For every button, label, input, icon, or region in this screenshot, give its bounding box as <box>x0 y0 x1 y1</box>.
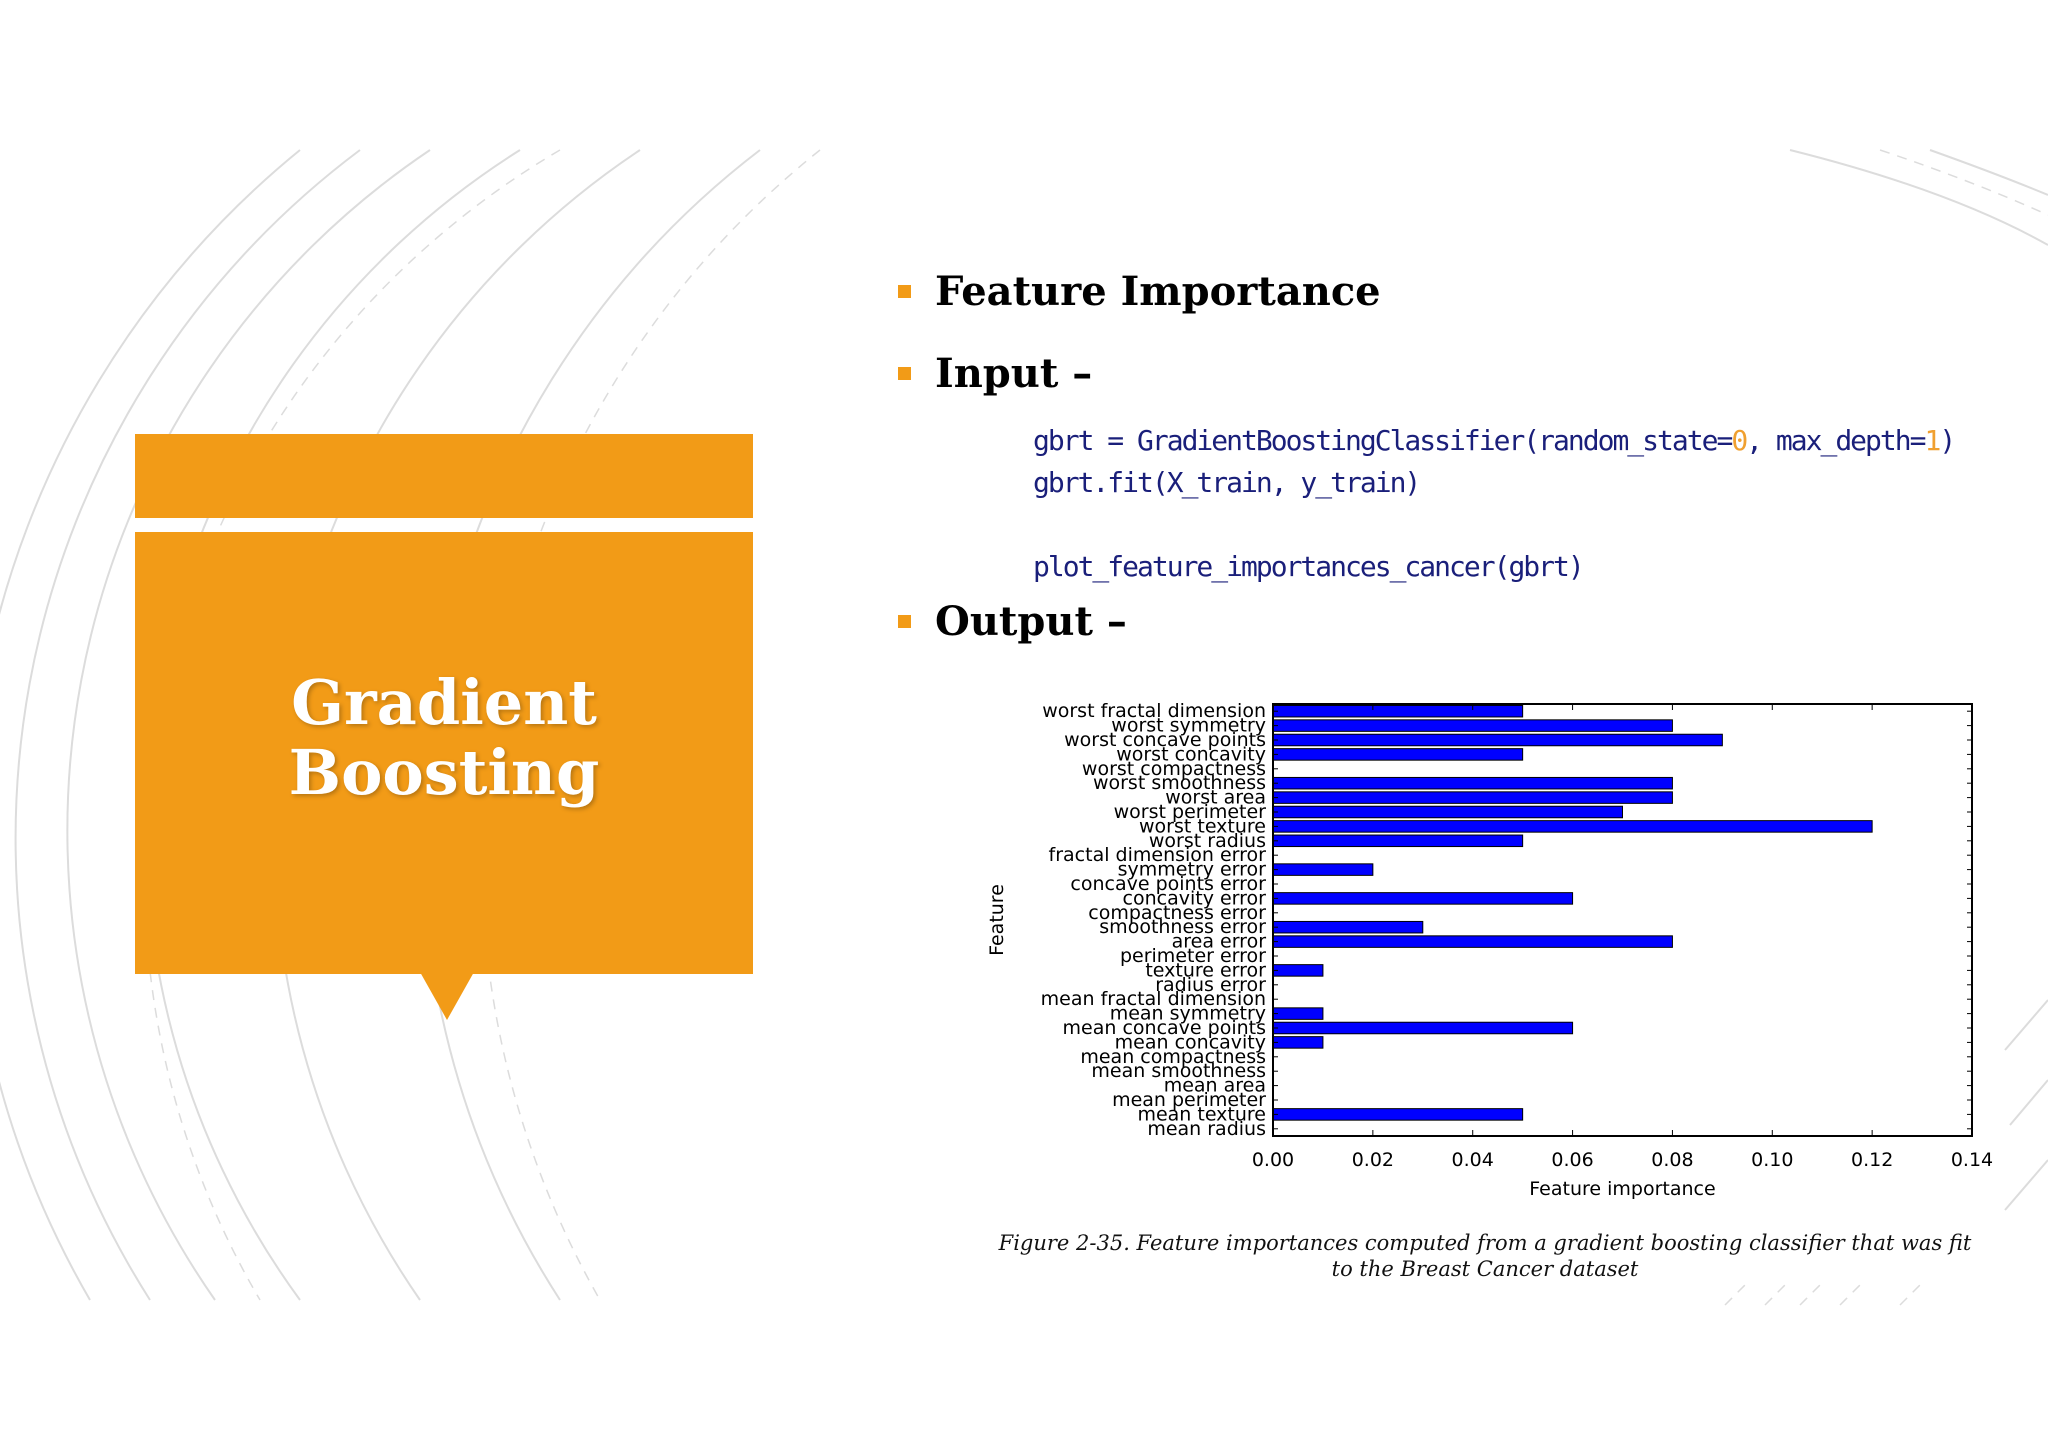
bar-worst-concavity <box>1272 748 1524 761</box>
category-label: concave points error <box>1070 873 1266 895</box>
bullet-feature-importance: Feature Importance <box>898 268 1381 315</box>
category-label: worst texture <box>1139 815 1266 837</box>
bar-smoothness-error <box>1272 920 1424 934</box>
x-tick-label: 0.02 <box>1352 1149 1394 1171</box>
bullet-text: Output – <box>935 598 1127 645</box>
x-tick-label: 0.12 <box>1851 1149 1893 1171</box>
code-block: gbrt = GradientBoostingClassifier(random… <box>1033 420 1956 588</box>
bullet-square-icon <box>898 367 911 380</box>
bullet-text: Input – <box>935 350 1093 397</box>
category-label: mean texture <box>1137 1103 1266 1125</box>
category-label: compactness error <box>1088 902 1266 924</box>
code-number: 1 <box>1924 424 1941 457</box>
title-pointer <box>420 972 474 1020</box>
bullet-input: Input – <box>898 350 1092 397</box>
x-axis-label: Feature importance <box>1529 1178 1715 1200</box>
category-label: mean concavity <box>1115 1031 1266 1053</box>
code-line-1: gbrt = GradientBoostingClassifier(random… <box>1033 420 1956 462</box>
category-label: worst smoothness <box>1093 772 1266 794</box>
bullet-square-icon <box>898 285 911 298</box>
category-label: worst concave points <box>1064 729 1266 751</box>
x-tick-label: 0.08 <box>1651 1149 1693 1171</box>
bar-texture-error <box>1272 964 1324 977</box>
title-accent-bar <box>135 434 753 518</box>
category-label: smoothness error <box>1099 916 1266 938</box>
x-tick-label: 0.14 <box>1951 1149 1993 1171</box>
bar-mean-texture <box>1272 1108 1524 1121</box>
category-label: area error <box>1172 931 1267 953</box>
bar-mean-concave-points <box>1272 1021 1574 1035</box>
bar-concavity-error <box>1272 892 1574 905</box>
slide-title: Gradient Boosting <box>288 666 600 809</box>
category-label: fractal dimension error <box>1049 844 1267 866</box>
code-line-2: gbrt.fit(X_train, y_train) <box>1033 466 1421 499</box>
category-label: mean perimeter <box>1112 1089 1266 1111</box>
category-label: symmetry error <box>1118 859 1267 881</box>
bar-mean-concavity <box>1272 1036 1324 1049</box>
category-label: mean compactness <box>1080 1046 1266 1068</box>
category-label: worst symmetry <box>1111 715 1266 737</box>
x-tick-label: 0.00 <box>1252 1149 1294 1171</box>
category-label: worst compactness <box>1082 758 1266 780</box>
bar-worst-texture <box>1272 820 1873 833</box>
category-label: radius error <box>1155 974 1266 996</box>
bar-worst-fractal-dimension <box>1272 704 1524 718</box>
x-tick-label: 0.10 <box>1751 1149 1793 1171</box>
category-label: worst radius <box>1149 830 1266 852</box>
bullet-output: Output – <box>898 598 1127 645</box>
category-label: concavity error <box>1123 887 1267 909</box>
figure-caption: Figure 2-35. Feature importances compute… <box>998 1231 1972 1281</box>
bar-symmetry-error <box>1272 863 1374 876</box>
bar-worst-area <box>1272 791 1673 804</box>
bar-worst-smoothness <box>1272 776 1673 790</box>
category-label: mean symmetry <box>1110 1003 1266 1025</box>
bar-worst-concave-points <box>1272 733 1723 747</box>
bar-worst-radius <box>1272 834 1524 848</box>
x-tick-label: 0.04 <box>1452 1149 1494 1171</box>
category-label: worst fractal dimension <box>1042 700 1266 722</box>
bar-worst-symmetry <box>1272 719 1673 732</box>
category-label: worst perimeter <box>1114 801 1267 823</box>
y-axis-label: Feature <box>986 884 1008 956</box>
x-tick-label: 0.06 <box>1551 1149 1593 1171</box>
bar-worst-perimeter <box>1272 805 1623 819</box>
category-label: worst area <box>1165 787 1266 809</box>
code-number: 0 <box>1731 424 1748 457</box>
code-text: , max_depth= <box>1746 424 1926 457</box>
bar-area-error <box>1272 935 1673 948</box>
code-blank-line <box>1033 504 1954 546</box>
bar-mean-symmetry <box>1272 1007 1324 1020</box>
title-box: Gradient Boosting <box>135 532 753 974</box>
category-label: perimeter error <box>1120 945 1266 967</box>
code-text: ) <box>1939 424 1956 457</box>
code-text: gbrt = GradientBoostingClassifier(random… <box>1033 424 1733 457</box>
category-label: texture error <box>1145 959 1266 981</box>
category-label: worst concavity <box>1116 743 1266 765</box>
bullet-square-icon <box>898 615 911 628</box>
code-line-3: plot_feature_importances_cancer(gbrt) <box>1033 550 1585 583</box>
category-label: mean smoothness <box>1091 1060 1266 1082</box>
bullet-text: Feature Importance <box>935 268 1381 315</box>
category-label: mean area <box>1164 1075 1266 1097</box>
category-label: mean fractal dimension <box>1041 988 1266 1010</box>
plot-frame <box>1272 703 1973 1137</box>
category-label: mean radius <box>1147 1118 1266 1140</box>
category-label: mean concave points <box>1063 1017 1266 1039</box>
